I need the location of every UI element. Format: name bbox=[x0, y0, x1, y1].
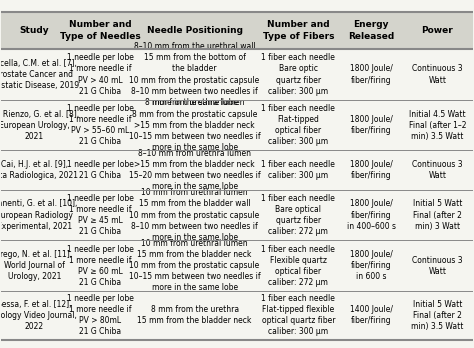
Text: 1 fiber each needle
Flexible quartz
optical fiber
caliber: 272 μm: 1 fiber each needle Flexible quartz opti… bbox=[261, 245, 335, 287]
Text: 1800 Joule/
fiber/firing: 1800 Joule/ fiber/firing bbox=[350, 64, 393, 85]
Text: 8–10 mm from urethra lumen
>15 mm from the bladder neck
15–20 mm between two nee: 8–10 mm from urethra lumen >15 mm from t… bbox=[129, 149, 260, 191]
Text: 1 needle per lobe
1 more needle if
PV ≥ 45 mL
21 G Chiba: 1 needle per lobe 1 more needle if PV ≥ … bbox=[67, 194, 134, 236]
Text: Continuous 3
Watt: Continuous 3 Watt bbox=[412, 160, 463, 180]
Text: 10 mm from urethral lumen
15 mm from the bladder neck
10 mm from the prostatic c: 10 mm from urethral lumen 15 mm from the… bbox=[129, 239, 260, 292]
Text: Initial 4.5 Watt
Final (after 1–2
min) 3.5 Watt: Initial 4.5 Watt Final (after 1–2 min) 3… bbox=[409, 110, 466, 141]
Text: Needle Positioning: Needle Positioning bbox=[146, 26, 243, 35]
Text: Number and
Type of Needles: Number and Type of Needles bbox=[60, 21, 141, 40]
Text: 1800 Joule/
fiber/firing
in 600 s: 1800 Joule/ fiber/firing in 600 s bbox=[350, 250, 393, 281]
Text: 1 needle per lobe
1 more needle if
PV > 80mL
21 G Chiba: 1 needle per lobe 1 more needle if PV > … bbox=[67, 294, 134, 337]
Text: Continuous 3
Watt: Continuous 3 Watt bbox=[412, 256, 463, 276]
Text: 10 mm from urethral lumen
15 mm from the bladder wall
10 mm from the prostatic c: 10 mm from urethral lumen 15 mm from the… bbox=[129, 188, 260, 242]
Text: 1800 Joule/
fiber/firing: 1800 Joule/ fiber/firing bbox=[350, 160, 393, 180]
Text: Cai, H.J. et al. [9],
Acta Radiologica, 2021: Cai, H.J. et al. [9], Acta Radiologica, … bbox=[0, 160, 78, 180]
Text: 1 fiber each needle
Bare optical
quartz fiber
caliber: 272 μm: 1 fiber each needle Bare optical quartz … bbox=[261, 194, 335, 236]
Text: 8 mm from urethra lumen
8 mm from the prostatic capsule
>15 mm from the bladder : 8 mm from urethra lumen 8 mm from the pr… bbox=[129, 98, 260, 152]
Text: Frego, N. et al. [11],
World Journal of
Urology, 2021: Frego, N. et al. [11], World Journal of … bbox=[0, 250, 73, 281]
Text: De Rienzo, G. et al. [8],
European Urology,
2021: De Rienzo, G. et al. [8], European Urolo… bbox=[0, 110, 79, 141]
Text: 1400 Joule/
fiber/firing: 1400 Joule/ fiber/firing bbox=[350, 305, 393, 325]
Text: 1 needle per lobe
1 more needle if
PV > 55–60 mL
21 G Chiba: 1 needle per lobe 1 more needle if PV > … bbox=[67, 104, 134, 146]
Text: Initial 5 Watt
Final (after 2
min) 3 Watt: Initial 5 Watt Final (after 2 min) 3 Wat… bbox=[412, 199, 462, 231]
Text: Power: Power bbox=[421, 26, 453, 35]
Text: 8 mm from the urethra
15 mm from the bladder neck: 8 mm from the urethra 15 mm from the bla… bbox=[137, 305, 252, 325]
Text: Pacella, C.M. et al. [7],
Prostate Cancer and
Prostatic Disease, 2019: Pacella, C.M. et al. [7], Prostate Cance… bbox=[0, 59, 80, 90]
Text: Number and
Type of Fibers: Number and Type of Fibers bbox=[263, 21, 334, 40]
Text: 1800 Joule/
fiber/firing: 1800 Joule/ fiber/firing bbox=[350, 115, 393, 135]
Text: Manenti, G. et al. [10],
European Radiology
Experimental, 2021: Manenti, G. et al. [10], European Radiol… bbox=[0, 199, 78, 231]
Bar bbox=[1, 12, 473, 49]
Text: Initial 5 Watt
Final (after 2
min) 3.5 Watt: Initial 5 Watt Final (after 2 min) 3.5 W… bbox=[411, 300, 464, 331]
Text: Energy
Released: Energy Released bbox=[348, 21, 394, 40]
Text: 1 fiber each needle
caliber: 300 μm: 1 fiber each needle caliber: 300 μm bbox=[261, 160, 335, 180]
Text: 8–10 mm from the urethral wall
15 mm from the bottom of
the bladder
10 mm from t: 8–10 mm from the urethral wall 15 mm fro… bbox=[129, 42, 260, 107]
Text: Sessa, F. et al. [12],
Urology Video Journal,
2022: Sessa, F. et al. [12], Urology Video Jou… bbox=[0, 300, 77, 331]
Text: Study: Study bbox=[19, 26, 49, 35]
Text: 1800 Joule/
fiber/firing
in 400–600 s: 1800 Joule/ fiber/firing in 400–600 s bbox=[347, 199, 396, 231]
Text: 1 needle per lobe
21 G Chiba: 1 needle per lobe 21 G Chiba bbox=[67, 160, 134, 180]
Text: Continuous 3
Watt: Continuous 3 Watt bbox=[412, 64, 463, 85]
Text: 1 fiber each needle
Bare optic
quartz fiber
caliber: 300 μm: 1 fiber each needle Bare optic quartz fi… bbox=[261, 53, 335, 96]
Text: 1 needle per lobe
1 more needle if
PV ≥ 60 mL
21 G Chiba: 1 needle per lobe 1 more needle if PV ≥ … bbox=[67, 245, 134, 287]
Text: 1 fiber each needle
Flat-tipped
optical fiber
caliber: 300 μm: 1 fiber each needle Flat-tipped optical … bbox=[261, 104, 335, 146]
Text: 1 fiber each needle
Flat-tipped flexible
optical quartz fiber
caliber: 300 μm: 1 fiber each needle Flat-tipped flexible… bbox=[261, 294, 335, 337]
Text: 1 needle per lobe
1 more needle if
PV > 40 mL
21 G Chiba: 1 needle per lobe 1 more needle if PV > … bbox=[67, 53, 134, 96]
